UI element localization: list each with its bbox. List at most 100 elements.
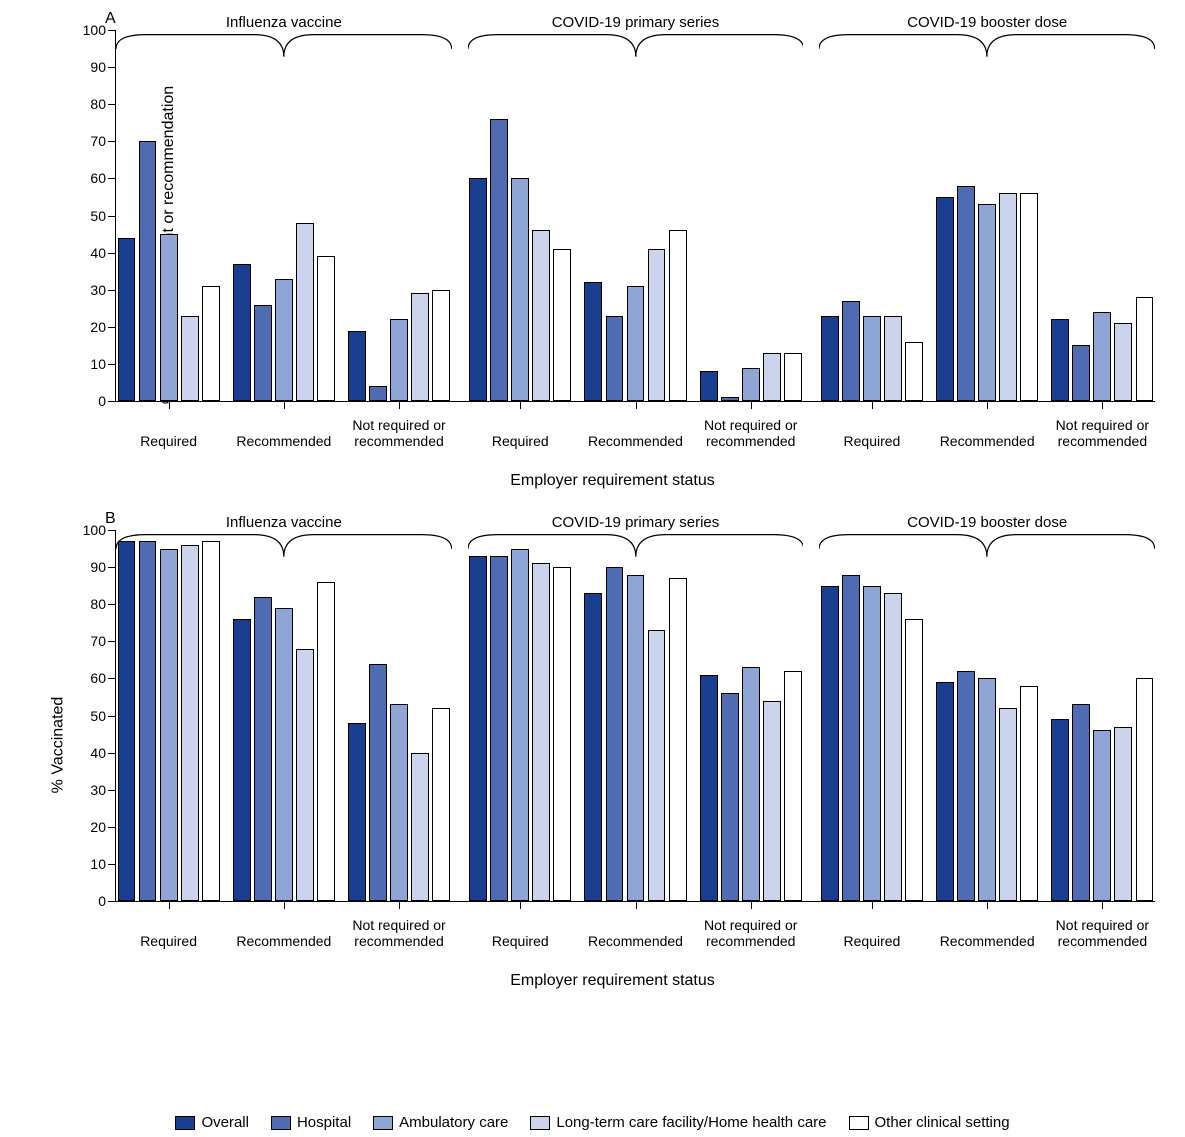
y-tick xyxy=(108,827,116,828)
bar xyxy=(627,286,645,401)
bar xyxy=(348,723,366,901)
bar xyxy=(648,630,666,901)
vaccine-group-label: COVID-19 primary series xyxy=(552,514,720,531)
y-tick xyxy=(108,178,116,179)
y-tick-label: 20 xyxy=(78,319,106,335)
panel-a-x-title: Employer requirement status xyxy=(510,472,715,490)
bar xyxy=(181,545,199,901)
bar xyxy=(254,597,272,901)
bar xyxy=(317,256,335,401)
bar xyxy=(821,316,839,401)
bar xyxy=(469,556,487,901)
y-tick-label: 60 xyxy=(78,170,106,186)
legend-item: Other clinical setting xyxy=(849,1114,1010,1131)
bar xyxy=(118,238,136,401)
legend-label: Hospital xyxy=(297,1114,351,1131)
vaccine-group-brace: Influenza vaccine xyxy=(116,32,452,58)
bar xyxy=(317,582,335,901)
y-tick-label: 50 xyxy=(78,708,106,724)
legend-swatch xyxy=(849,1116,869,1130)
x-tick-label: Recommended xyxy=(224,433,344,449)
bar xyxy=(763,701,781,901)
bar xyxy=(139,541,157,901)
bar xyxy=(390,319,408,401)
bar xyxy=(511,549,529,901)
vaccine-group-label: COVID-19 primary series xyxy=(552,14,720,31)
y-tick xyxy=(108,716,116,717)
bar xyxy=(160,234,178,401)
x-tick-label: Required xyxy=(460,933,580,949)
bar xyxy=(606,567,624,901)
bar xyxy=(606,316,624,401)
x-tick xyxy=(169,401,170,409)
legend-label: Other clinical setting xyxy=(875,1114,1010,1131)
legend-swatch xyxy=(271,1116,291,1130)
bar xyxy=(118,541,136,901)
bar xyxy=(1020,686,1038,901)
y-tick-label: 50 xyxy=(78,208,106,224)
bar xyxy=(763,353,781,401)
x-tick-label: Recommended xyxy=(927,433,1047,449)
bar xyxy=(202,286,220,401)
y-tick xyxy=(108,216,116,217)
bar xyxy=(369,386,387,401)
bar xyxy=(553,249,571,401)
panel-b-x-title: Employer requirement status xyxy=(510,972,715,990)
bar xyxy=(821,586,839,901)
y-tick-label: 80 xyxy=(78,96,106,112)
panel-a: A % Employer requirement or recommendati… xyxy=(60,10,1165,480)
legend-item: Ambulatory care xyxy=(373,1114,508,1131)
y-tick-label: 100 xyxy=(78,522,106,538)
bar xyxy=(627,575,645,901)
legend-swatch xyxy=(530,1116,550,1130)
bar xyxy=(884,316,902,401)
y-tick xyxy=(108,253,116,254)
bar xyxy=(254,305,272,401)
x-tick xyxy=(399,901,400,909)
bar xyxy=(957,671,975,901)
bar xyxy=(978,678,996,901)
y-tick xyxy=(108,290,116,291)
y-tick xyxy=(108,678,116,679)
bar xyxy=(532,230,550,401)
bar xyxy=(490,119,508,401)
x-tick-label: Required xyxy=(109,433,229,449)
legend-item: Overall xyxy=(175,1114,249,1131)
y-tick xyxy=(108,641,116,642)
y-tick-label: 90 xyxy=(78,559,106,575)
x-tick xyxy=(987,401,988,409)
bar xyxy=(160,549,178,901)
x-tick-label: Required xyxy=(812,933,932,949)
x-tick-label: Not required orrecommended xyxy=(691,917,811,949)
bar xyxy=(721,397,739,401)
bar xyxy=(275,608,293,901)
bar xyxy=(233,619,251,901)
bar xyxy=(905,342,923,401)
bar xyxy=(721,693,739,901)
y-tick xyxy=(108,530,116,531)
bar xyxy=(490,556,508,901)
bar xyxy=(1072,345,1090,401)
vaccine-group-label: Influenza vaccine xyxy=(226,14,342,31)
x-tick-label: Not required orrecommended xyxy=(1042,417,1162,449)
bar xyxy=(296,223,314,401)
bar xyxy=(1114,323,1132,401)
y-tick-label: 30 xyxy=(78,782,106,798)
y-tick-label: 70 xyxy=(78,633,106,649)
panel-b-plot-area: 0102030405060708090100Influenza vaccineR… xyxy=(115,530,1155,902)
y-tick-label: 30 xyxy=(78,282,106,298)
y-tick-label: 40 xyxy=(78,745,106,761)
y-tick-label: 20 xyxy=(78,819,106,835)
x-tick xyxy=(1102,401,1103,409)
x-tick-label: Not required orrecommended xyxy=(339,917,459,949)
y-tick-label: 0 xyxy=(78,393,106,409)
x-tick xyxy=(872,401,873,409)
bar xyxy=(936,682,954,901)
bar xyxy=(1114,727,1132,901)
bar xyxy=(181,316,199,401)
y-tick xyxy=(108,901,116,902)
panel-a-plot-area: 0102030405060708090100Influenza vaccineR… xyxy=(115,30,1155,402)
bar xyxy=(700,371,718,401)
y-tick-label: 40 xyxy=(78,245,106,261)
y-tick xyxy=(108,864,116,865)
